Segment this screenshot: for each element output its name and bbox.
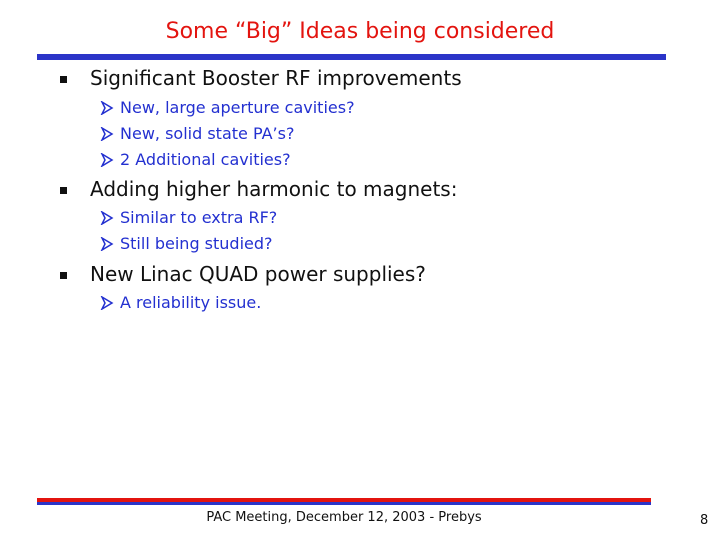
arrow-bullet-icon: [100, 296, 114, 310]
subitem-text: New, solid state PA’s?: [120, 124, 295, 143]
footer-text: PAC Meeting, December 12, 2003 - Prebys: [206, 510, 482, 525]
arrow-bullet-icon: [100, 101, 114, 115]
slide-title: Some “Big” Ideas being considered: [165, 19, 555, 44]
title-rule: [37, 54, 666, 60]
bullet-text: New Linac QUAD power supplies?: [90, 262, 426, 286]
square-bullet-icon: [60, 76, 67, 83]
arrow-bullet-icon: [100, 127, 114, 141]
footer-rule-red: [37, 498, 651, 502]
subitem-text: Still being studied?: [120, 234, 273, 253]
square-bullet-icon: [60, 272, 67, 279]
subitem-text: 2 Additional cavities?: [120, 150, 291, 169]
arrow-bullet-icon: [100, 237, 114, 251]
page-number: 8: [700, 513, 709, 528]
subitem-text: Similar to extra RF?: [120, 208, 278, 227]
bullet-text: Adding higher harmonic to magnets:: [90, 177, 458, 201]
subitem-text: A reliability issue.: [120, 293, 262, 312]
subitem-text: New, large aperture cavities?: [120, 98, 355, 117]
footer-rule-blue: [37, 502, 651, 505]
square-bullet-icon: [60, 187, 67, 194]
bullet-text: Significant Booster RF improvements: [90, 66, 462, 90]
arrow-bullet-icon: [100, 211, 114, 225]
arrow-bullet-icon: [100, 153, 114, 167]
